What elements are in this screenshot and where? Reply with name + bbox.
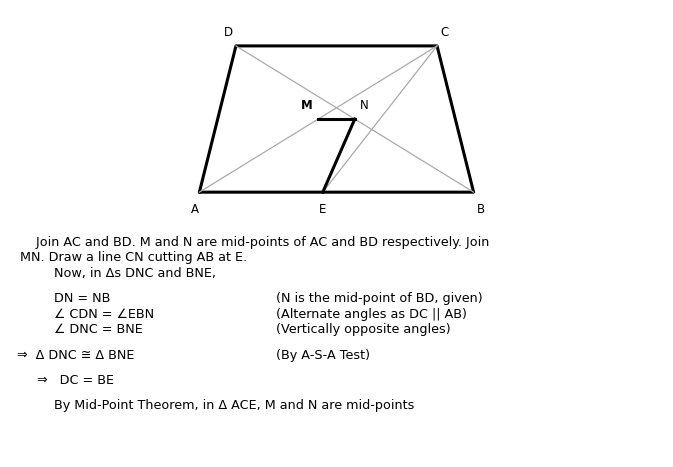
Text: B: B [477,203,485,216]
Text: (Alternate angles as DC || AB): (Alternate angles as DC || AB) [276,308,467,321]
Text: (By A-S-A Test): (By A-S-A Test) [276,349,370,362]
Text: ∠ CDN = ∠EBN: ∠ CDN = ∠EBN [54,308,154,321]
Text: C: C [440,26,448,39]
Text: ⇒   DC = BE: ⇒ DC = BE [37,374,114,387]
Text: By Mid-Point Theorem, in Δ ACE, M and N are mid-points: By Mid-Point Theorem, in Δ ACE, M and N … [54,399,414,412]
Text: M: M [301,99,313,112]
Text: ⇒  Δ DNC ≅ Δ BNE: ⇒ Δ DNC ≅ Δ BNE [17,349,134,362]
Text: N: N [360,99,369,112]
Text: (N is the mid-point of BD, given): (N is the mid-point of BD, given) [276,292,483,305]
Text: MN. Draw a line CN cutting AB at E.: MN. Draw a line CN cutting AB at E. [20,251,247,264]
Text: D: D [224,26,234,39]
Text: Join AC and BD. M and N are mid-points of AC and BD respectively. Join: Join AC and BD. M and N are mid-points o… [20,236,489,249]
Text: ∠ DNC = BNE: ∠ DNC = BNE [54,323,143,336]
Text: E: E [319,203,326,216]
Text: DN = NB: DN = NB [54,292,110,305]
Text: Now, in Δs DNC and BNE,: Now, in Δs DNC and BNE, [54,267,216,280]
Text: A: A [191,203,199,216]
Text: (Vertically opposite angles): (Vertically opposite angles) [276,323,450,336]
